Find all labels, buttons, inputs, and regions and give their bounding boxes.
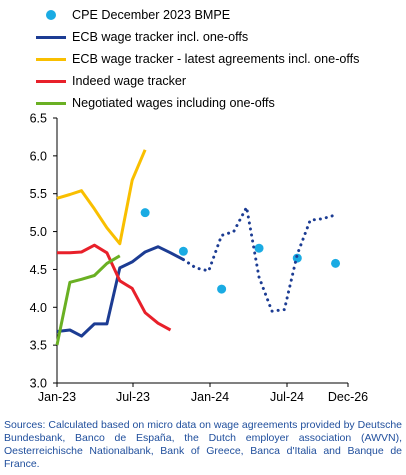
- legend-label: Indeed wage tracker: [72, 74, 187, 88]
- y-tick-label: 5.5: [30, 187, 47, 201]
- y-tick-label: 6.5: [30, 112, 47, 126]
- legend-swatch: [36, 57, 66, 61]
- legend-swatch: [36, 35, 66, 39]
- x-tick-label: Jan-24: [191, 390, 229, 404]
- data-point-cpe: [217, 284, 227, 294]
- y-tick-label: 6.0: [30, 149, 47, 163]
- y-tick-label: 4.5: [30, 263, 47, 277]
- chart-legend: CPE December 2023 BMPE ECB wage tracker i…: [36, 4, 404, 114]
- legend-swatch: [36, 79, 66, 83]
- x-tick-label: Dec-26: [328, 390, 368, 404]
- y-tick-label: 4.0: [30, 301, 47, 315]
- source-note: Sources: Calculated based on micro data …: [4, 419, 402, 470]
- series-line-2: [181, 205, 337, 313]
- legend-item: ECB wage tracker incl. one-offs: [36, 26, 404, 48]
- legend-swatch: [36, 10, 66, 20]
- y-tick-label: 5.0: [30, 225, 47, 239]
- legend-swatch: [36, 101, 66, 105]
- series-line-1: [56, 245, 185, 338]
- legend-item: Negotiated wages including one-offs: [36, 92, 404, 114]
- series-line-4: [57, 243, 172, 332]
- legend-label: ECB wage tracker - latest agreements inc…: [72, 52, 360, 66]
- x-tick-label: Jul-23: [116, 390, 150, 404]
- legend-swatch-dot: [46, 10, 56, 20]
- series-line-5: [55, 254, 121, 346]
- legend-item: CPE December 2023 BMPE: [36, 4, 404, 26]
- series-line-3: [56, 149, 147, 246]
- y-tick-label: 3.5: [30, 339, 47, 353]
- legend-label: CPE December 2023 BMPE: [72, 8, 231, 22]
- data-point-cpe: [331, 258, 341, 268]
- data-point-cpe: [292, 253, 302, 263]
- legend-label: ECB wage tracker incl. one-offs: [72, 30, 249, 44]
- x-tick-label: Jul-24: [270, 390, 304, 404]
- chart-canvas: 3.0 3.5 4.0 4.5 5.0 5.5 6.0 6.5 Jan-23 Jul-23 Jan-…: [30, 112, 369, 405]
- x-tick-label: Jan-23: [38, 390, 76, 404]
- y-tick-label: 3.0: [30, 377, 47, 391]
- data-point-cpe: [140, 208, 150, 218]
- data-point-cpe: [254, 243, 264, 253]
- data-point-cpe: [178, 246, 188, 256]
- legend-label: Negotiated wages including one-offs: [72, 96, 275, 110]
- legend-item: ECB wage tracker - latest agreements inc…: [36, 48, 404, 70]
- legend-item: Indeed wage tracker: [36, 70, 404, 92]
